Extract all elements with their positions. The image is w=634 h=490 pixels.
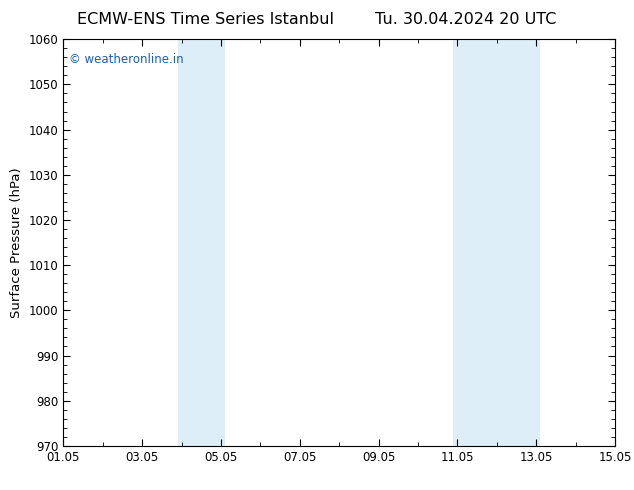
Bar: [453, 39, 493, 446]
Y-axis label: Surface Pressure (hPa): Surface Pressure (hPa): [10, 167, 23, 318]
Bar: [493, 39, 540, 446]
Text: © weatheronline.in: © weatheronline.in: [69, 53, 183, 67]
Bar: [178, 39, 225, 446]
Text: ECMW-ENS Time Series Istanbul        Tu. 30.04.2024 20 UTC: ECMW-ENS Time Series Istanbul Tu. 30.04.…: [77, 12, 557, 27]
